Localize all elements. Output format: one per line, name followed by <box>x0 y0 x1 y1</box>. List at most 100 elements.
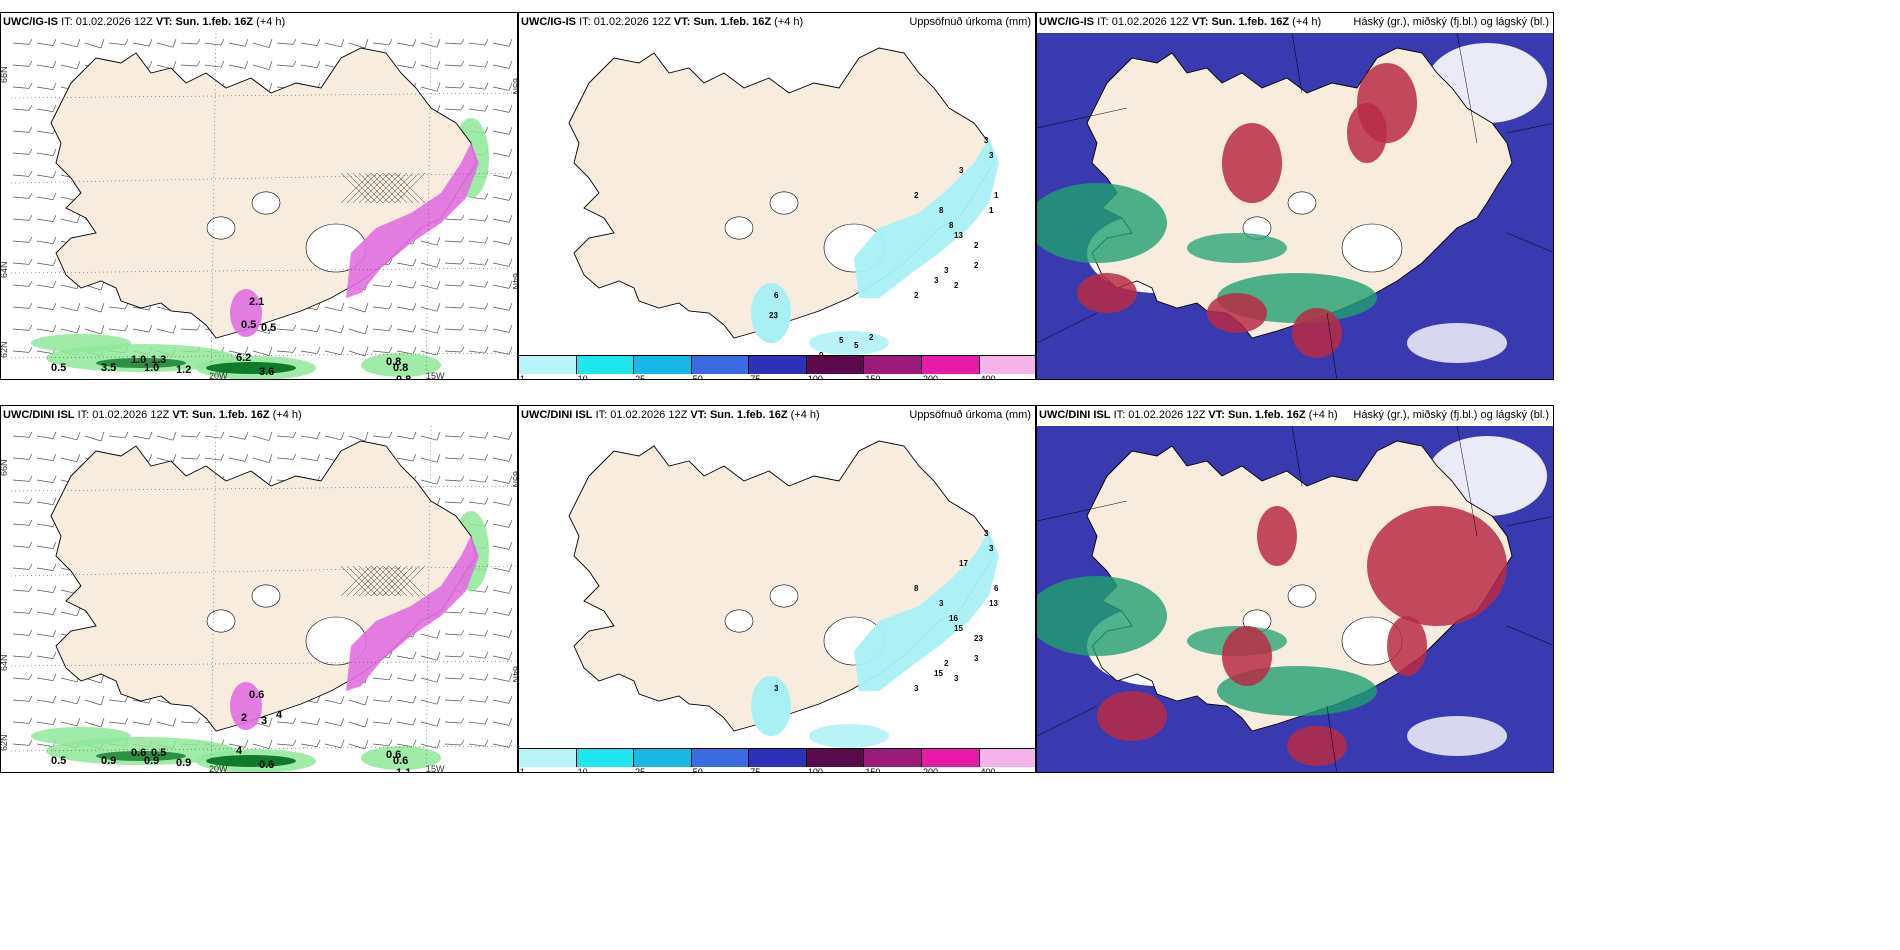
lat-label: 64N <box>511 273 518 290</box>
lat-line <box>10 565 517 577</box>
wind-barb <box>492 717 513 726</box>
panel-title: Háský (gr.), miðský (fj.bl.) og lágský (… <box>1353 409 1549 421</box>
wind-barb <box>108 38 129 46</box>
value-label: 5 <box>839 336 844 345</box>
wind-barb <box>372 280 393 288</box>
panel-header: UWC/IG-IS IT: 01.02.2026 12Z VT: Sun. 1.… <box>521 16 804 28</box>
wind-barb <box>12 673 33 680</box>
value-label: 0.8 <box>393 362 408 374</box>
panel-header: UWC/IG-IS IT: 01.02.2026 12Z VT: Sun. 1.… <box>3 16 286 28</box>
wind-barb <box>468 346 489 354</box>
wind-barb <box>36 717 57 725</box>
wind-barb <box>276 38 297 45</box>
wind-barb <box>396 673 417 682</box>
wind-barb <box>468 629 489 637</box>
wind-barb <box>12 453 33 460</box>
wind-barb <box>420 431 441 441</box>
wind-shading <box>361 353 441 377</box>
value-label: 1.0 <box>144 362 159 374</box>
wind-barb <box>180 60 201 67</box>
wind-barb <box>444 607 465 614</box>
snow-hatching <box>340 172 426 204</box>
wind-barb <box>492 214 513 223</box>
lat-line <box>10 485 517 492</box>
panel-title: Uppsöfnuð úrkoma (mm) <box>909 409 1031 421</box>
glacier <box>251 584 281 608</box>
wind-barb <box>300 431 321 439</box>
value-label: 3 <box>989 544 994 553</box>
value-label: 17 <box>959 559 968 568</box>
lat-label: 62N <box>1 734 9 751</box>
value-label: 3 <box>934 276 939 285</box>
wind-barb <box>372 324 393 332</box>
wind-barb <box>444 629 465 636</box>
cloud-map <box>1037 32 1553 379</box>
wind-shading <box>96 751 186 761</box>
wind-barb <box>252 346 273 356</box>
colorbar-label: 200 <box>922 767 938 773</box>
wind-barb <box>468 497 489 505</box>
wind-barb <box>180 431 201 438</box>
value-label: 0.9 <box>101 755 116 767</box>
wind-barb <box>36 431 57 439</box>
wind-barb <box>84 695 105 706</box>
hatch-line <box>346 565 378 597</box>
wind-barb <box>12 346 33 353</box>
wind-barb <box>444 673 465 680</box>
wind-barb <box>12 585 33 592</box>
wind-barb <box>12 695 33 702</box>
wind-barb <box>132 324 153 333</box>
value-label: 3 <box>261 715 267 727</box>
wind-barb <box>12 82 33 89</box>
wind-barb <box>492 192 513 201</box>
cloud-panel-bottom: UWC/DINI ISL IT: 01.02.2026 12Z VT: Sun.… <box>1036 405 1554 773</box>
region-border <box>1291 425 1303 487</box>
wind-barb <box>12 126 33 133</box>
wind-barb <box>84 324 105 335</box>
wind-barb <box>348 431 369 442</box>
wind-barb <box>348 717 369 728</box>
high-cloud <box>1287 726 1347 766</box>
wind-barb <box>300 324 321 332</box>
wind-barb <box>36 104 57 112</box>
wind-barb <box>276 739 297 746</box>
hatch-line <box>364 565 396 597</box>
wind-barb <box>468 695 489 703</box>
region-border <box>1037 705 1098 737</box>
value-label: 3 <box>939 599 944 608</box>
value-label: 1.0 <box>131 354 146 366</box>
wind-barb <box>396 60 417 69</box>
wind-barb <box>12 629 33 636</box>
value-label: 3 <box>944 266 949 275</box>
wind-barb <box>60 607 81 617</box>
wind-barb <box>324 431 345 441</box>
hatch-line <box>340 565 372 597</box>
value-label: 0.5 <box>51 362 66 374</box>
lat-line <box>10 172 517 184</box>
value-label: 0.6 <box>386 749 401 761</box>
lat-line <box>10 660 517 667</box>
value-label: 15 <box>954 624 963 633</box>
wind-barb <box>36 651 57 659</box>
wind-barb <box>372 695 393 703</box>
wind-barb <box>492 431 513 440</box>
wind-barb <box>492 607 513 616</box>
wind-barb <box>492 236 513 245</box>
wind-barb <box>324 717 345 727</box>
wind-shading <box>361 746 441 770</box>
lon-label: 20W <box>209 371 228 380</box>
value-label: 0.5 <box>51 755 66 767</box>
wind-barb <box>156 324 177 334</box>
precip-area <box>751 676 791 736</box>
panel-header: UWC/DINI ISL IT: 01.02.2026 12Z VT: Sun.… <box>3 409 302 421</box>
wind-barb <box>36 214 57 222</box>
value-label: 0.6 <box>259 759 274 771</box>
lat-line <box>10 352 517 359</box>
colorbar-segment: 75 <box>749 356 807 379</box>
hatch-line <box>376 172 408 204</box>
lat-label: 64N <box>1 261 9 278</box>
wind-barb <box>228 453 249 462</box>
wind-barb <box>36 607 57 615</box>
colorbar-label: 10 <box>577 374 588 380</box>
wind-barb <box>252 431 273 441</box>
